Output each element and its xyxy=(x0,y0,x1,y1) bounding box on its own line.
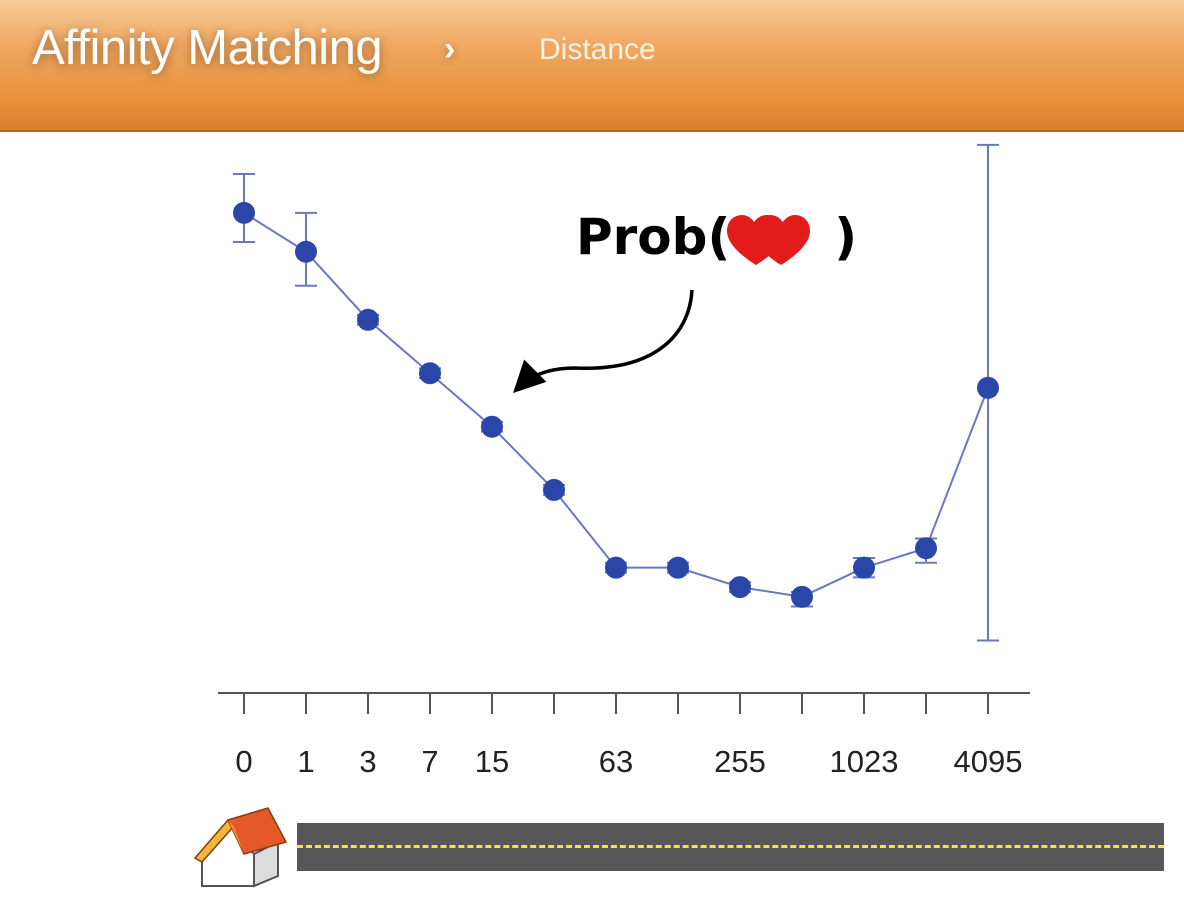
breadcrumb-current: Distance xyxy=(539,33,656,66)
data-point xyxy=(295,240,317,263)
x-tick-label: 7 xyxy=(421,744,438,779)
house-icon xyxy=(193,807,288,888)
data-point xyxy=(357,308,379,331)
data-point xyxy=(233,201,255,224)
x-tick-label: 0 xyxy=(235,744,252,779)
data-point xyxy=(667,556,689,579)
road xyxy=(297,823,1164,871)
chevron-right-icon: › xyxy=(444,30,456,68)
series-line xyxy=(243,212,989,598)
data-point xyxy=(915,537,937,560)
x-tick-label: 3 xyxy=(359,744,376,779)
heart-icon xyxy=(727,215,810,265)
data-point xyxy=(977,376,999,399)
x-tick-label: 1023 xyxy=(830,744,899,779)
data-point xyxy=(419,362,441,385)
annotation-prefix: Prob( xyxy=(576,208,731,266)
annotation-arrow xyxy=(513,289,694,393)
header-bar: Affinity Matching › Distance xyxy=(0,0,1184,132)
data-point xyxy=(543,478,565,501)
x-tick-label: 1 xyxy=(297,744,314,779)
annotation-suffix: ) xyxy=(834,208,858,266)
data-point xyxy=(729,576,751,599)
x-tick-label: 15 xyxy=(475,744,509,779)
road-center-line xyxy=(297,845,1164,848)
x-tick-label: 4095 xyxy=(954,744,1023,779)
data-point xyxy=(791,585,813,608)
x-tick-label: 255 xyxy=(714,744,766,779)
data-point xyxy=(605,556,627,579)
breadcrumb-title[interactable]: Affinity Matching xyxy=(32,21,383,75)
data-point xyxy=(853,556,875,579)
data-point xyxy=(481,415,503,438)
probability-annotation: Prob() xyxy=(576,208,857,266)
x-tick-label: 63 xyxy=(599,744,633,779)
